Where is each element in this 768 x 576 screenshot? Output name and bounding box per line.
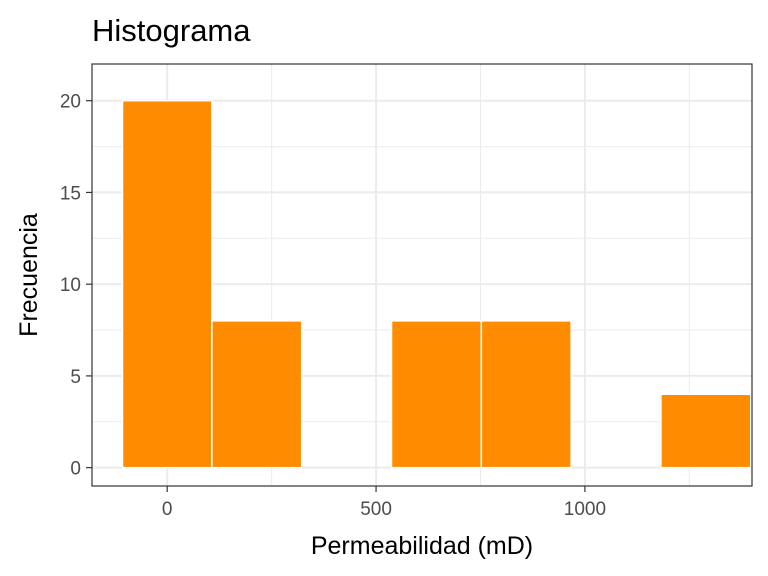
histogram-bar-4 (390, 320, 483, 469)
x-tick-label: 0 (162, 499, 173, 520)
histogram-bar-7 (660, 393, 752, 469)
panel-border (91, 63, 753, 487)
chart-title: Histograma (92, 13, 251, 48)
y-tick-label: 20 (60, 92, 81, 113)
x-axis-title: Permeabilidad (mD) (311, 532, 533, 560)
y-axis: 0 5 10 15 20 (60, 92, 92, 480)
histogram-bar-2 (211, 320, 303, 469)
y-tick-label: 5 (70, 367, 81, 388)
x-tick-label: 1000 (564, 499, 606, 520)
x-axis: 0 500 1000 (162, 486, 606, 520)
y-tick-label: 10 (60, 275, 81, 296)
histogram-bar-1 (121, 99, 213, 469)
histogram-bar-5 (480, 320, 572, 469)
y-tick-label: 15 (60, 183, 81, 204)
histogram-bars (121, 99, 752, 469)
x-tick-label: 500 (360, 499, 392, 520)
y-axis-title: Frecuencia (15, 213, 43, 337)
y-tick-label: 0 (70, 459, 81, 480)
